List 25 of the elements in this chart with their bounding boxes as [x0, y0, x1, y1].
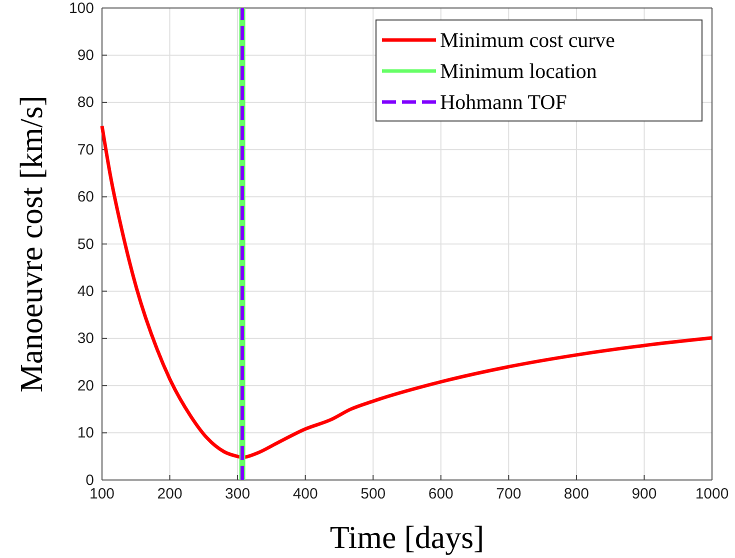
y-tick-label: 30: [77, 330, 94, 348]
x-tick-label: 700: [496, 486, 522, 503]
x-tick-label: 300: [225, 486, 250, 503]
y-tick-label: 80: [77, 94, 94, 112]
x-tick-label: 900: [632, 486, 657, 503]
x-tick-label: 800: [564, 486, 589, 503]
y-tick-label: 40: [77, 283, 94, 300]
x-tick-label: 400: [292, 486, 318, 503]
x-tick-label: 200: [157, 486, 182, 503]
y-tick-label: 10: [77, 424, 94, 442]
legend-label: Hohmann TOF: [440, 90, 567, 114]
line-series: [100, 124, 714, 460]
y-tick-label: 100: [68, 0, 94, 17]
x-axis-title: Time [days]: [330, 519, 484, 555]
x-tick-label: 500: [360, 486, 386, 503]
y-tick-label: 70: [77, 141, 94, 158]
x-tick-label: 1000: [695, 486, 729, 503]
x-tick-label: 600: [428, 486, 454, 503]
y-tick-label: 20: [77, 377, 94, 394]
legend-label: Minimum cost curve: [440, 28, 615, 52]
y-tick-label: 50: [77, 236, 94, 253]
legend-label: Minimum location: [440, 59, 598, 83]
y-axis-title: Manoeuvre cost [km/s]: [13, 96, 49, 392]
y-tick-label: 60: [77, 188, 94, 206]
y-tick-label: 90: [77, 47, 94, 64]
